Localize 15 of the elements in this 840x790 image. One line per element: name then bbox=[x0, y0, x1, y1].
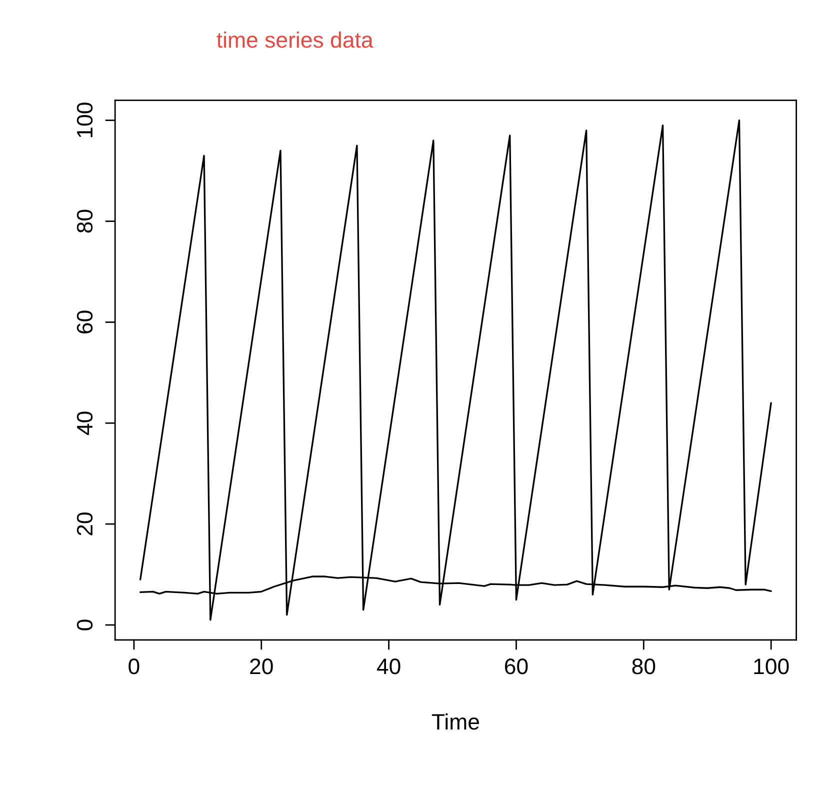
y-tick-label: 40 bbox=[76, 412, 93, 435]
x-tick-label: 20 bbox=[250, 658, 273, 674]
x-tick-label: 100 bbox=[754, 658, 789, 674]
line-series bbox=[139, 119, 772, 621]
x-tick-label: 60 bbox=[505, 658, 528, 674]
chart-title: time series data bbox=[216, 32, 374, 48]
y-tick-label: 80 bbox=[76, 210, 93, 233]
y-tick-label: 60 bbox=[76, 310, 93, 334]
x-tick-label: 0 bbox=[128, 658, 140, 674]
x-axis-title: Time bbox=[432, 713, 479, 730]
y-tick-label: 0 bbox=[76, 620, 93, 630]
x-tick-label: 40 bbox=[376, 658, 400, 674]
x-tick-label: 80 bbox=[632, 658, 656, 674]
y-tick-label: 20 bbox=[76, 512, 93, 536]
y-tick-label: 100 bbox=[76, 102, 93, 138]
